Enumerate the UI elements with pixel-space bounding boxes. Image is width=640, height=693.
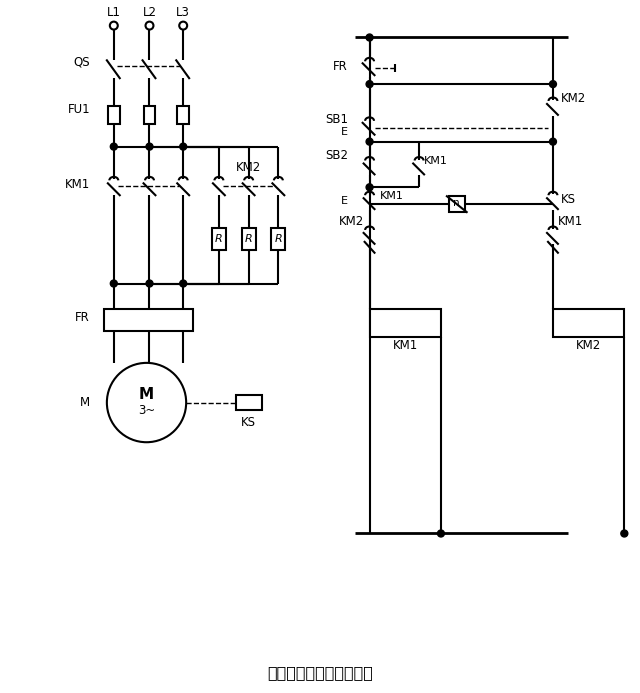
Text: KM1: KM1 [392, 338, 418, 351]
Text: KM1: KM1 [558, 215, 583, 227]
Bar [212, 228, 226, 249]
Circle shape [621, 530, 628, 537]
Text: FR: FR [76, 310, 90, 324]
Bar [236, 394, 262, 410]
Bar [449, 196, 465, 212]
Text: KM2: KM2 [236, 161, 261, 174]
Text: M: M [139, 387, 154, 402]
Circle shape [180, 143, 187, 150]
Text: n: n [454, 198, 460, 208]
Text: E: E [340, 196, 348, 207]
Bar [143, 106, 156, 124]
Text: KM2: KM2 [561, 91, 586, 105]
Circle shape [366, 184, 373, 191]
Circle shape [180, 280, 187, 287]
Circle shape [366, 80, 373, 87]
Text: FR: FR [333, 60, 348, 73]
Circle shape [366, 34, 373, 41]
Text: 3~: 3~ [138, 404, 155, 417]
Circle shape [550, 80, 556, 87]
Bar [553, 309, 625, 337]
Bar [369, 309, 441, 337]
Circle shape [110, 280, 117, 287]
Text: R: R [215, 234, 223, 244]
Circle shape [438, 530, 444, 537]
Text: SB1: SB1 [324, 114, 348, 126]
Text: KM1: KM1 [65, 178, 90, 191]
Text: 单向反接制动的控制线路: 单向反接制动的控制线路 [267, 665, 373, 680]
Circle shape [146, 280, 153, 287]
Circle shape [366, 138, 373, 145]
Bar [242, 228, 255, 249]
Text: L1: L1 [107, 6, 121, 19]
Text: L3: L3 [176, 6, 190, 19]
Text: R: R [244, 234, 253, 244]
Bar [177, 106, 189, 124]
Text: FU1: FU1 [67, 103, 90, 116]
Text: KM2: KM2 [576, 338, 601, 351]
Bar [108, 106, 120, 124]
Text: KM1: KM1 [380, 191, 403, 201]
Circle shape [550, 138, 556, 145]
Text: M: M [80, 396, 90, 409]
Circle shape [110, 143, 117, 150]
Text: KS: KS [241, 416, 256, 429]
Text: E: E [340, 127, 348, 137]
Text: KM1: KM1 [424, 157, 448, 166]
Text: KM2: KM2 [339, 215, 365, 227]
Bar [104, 309, 193, 331]
Text: R: R [275, 234, 282, 244]
Bar [271, 228, 285, 249]
Text: SB2: SB2 [324, 149, 348, 162]
Text: L2: L2 [143, 6, 157, 19]
Circle shape [146, 143, 153, 150]
Text: QS: QS [74, 56, 90, 69]
Text: KS: KS [561, 193, 576, 206]
